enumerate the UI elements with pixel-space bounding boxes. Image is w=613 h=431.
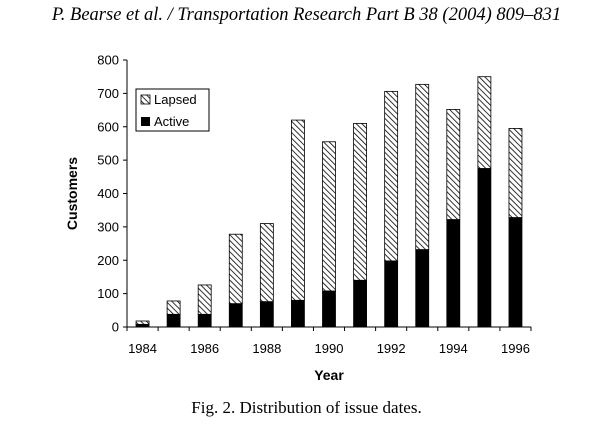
bar-lapsed-1987	[229, 234, 242, 303]
bar-active-1993	[416, 250, 429, 327]
legend-label-lapsed: Lapsed	[154, 92, 197, 107]
bar-lapsed-1991	[354, 123, 367, 280]
bar-lapsed-1988	[260, 224, 273, 302]
bar-active-1994	[447, 220, 460, 327]
bar-lapsed-1984	[136, 321, 149, 324]
bar-active-1988	[260, 302, 273, 327]
figure-caption: Fig. 2. Distribution of issue dates.	[0, 398, 613, 418]
x-tick-label: 1994	[439, 341, 468, 356]
y-tick-label: 200	[97, 253, 119, 268]
bar-active-1986	[198, 314, 211, 327]
y-tick-label: 400	[97, 186, 119, 201]
bar-active-1985	[167, 314, 180, 327]
y-tick-label: 700	[97, 86, 119, 101]
y-tick-label: 600	[97, 119, 119, 134]
y-tick-label: 800	[97, 53, 119, 68]
y-tick-label: 500	[97, 153, 119, 168]
bar-lapsed-1993	[416, 84, 429, 249]
bar-active-1995	[478, 168, 491, 327]
bar-active-1991	[354, 280, 367, 327]
legend-swatch-active	[141, 117, 150, 126]
x-axis-title: Year	[314, 367, 344, 383]
x-tick-label: 1996	[501, 341, 530, 356]
bar-active-1987	[229, 304, 242, 327]
bar-lapsed-1990	[323, 142, 336, 291]
legend-label-active: Active	[154, 114, 189, 129]
legend-swatch-lapsed	[141, 95, 150, 104]
x-tick-label: 1988	[252, 341, 281, 356]
bar-lapsed-1996	[509, 128, 522, 217]
x-tick-label: 1986	[190, 341, 219, 356]
bar-active-1992	[385, 261, 398, 327]
bar-lapsed-1986	[198, 285, 211, 314]
x-tick-label: 1992	[377, 341, 406, 356]
bar-lapsed-1985	[167, 301, 180, 314]
x-tick-label: 1990	[315, 341, 344, 356]
bar-lapsed-1992	[385, 91, 398, 261]
bar-lapsed-1994	[447, 109, 460, 219]
legend: Lapsed Active	[136, 89, 209, 131]
bar-active-1989	[291, 300, 304, 327]
y-tick-label: 100	[97, 286, 119, 301]
bar-lapsed-1995	[478, 77, 491, 169]
bar-active-1990	[323, 291, 336, 327]
y-tick-label: 0	[112, 320, 119, 335]
x-tick-label: 1984	[128, 341, 157, 356]
bar-active-1984	[136, 324, 149, 327]
y-axis-title: Customers	[64, 157, 80, 230]
y-tick-label: 300	[97, 219, 119, 234]
bar-active-1996	[509, 218, 522, 327]
bar-lapsed-1989	[291, 120, 304, 300]
